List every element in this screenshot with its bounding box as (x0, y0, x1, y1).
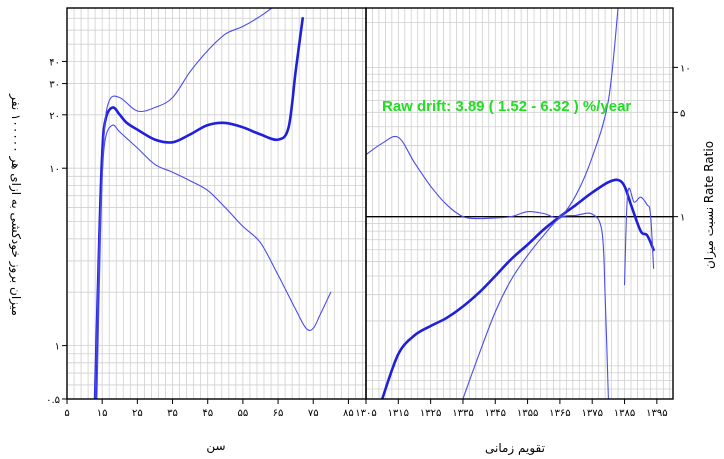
y-tick-label: ۱۰ (49, 164, 60, 175)
left-y-axis-title: میزان بروز خودکشی به ازای هر ۱۰۰۰۰۰ نفر (8, 93, 23, 316)
calendar-recent-ci-line (623, 187, 655, 286)
calendar-estimate-line (380, 178, 655, 399)
x-tick-label: ۷۵ (308, 408, 319, 419)
age-lower-line (94, 124, 332, 399)
x-tick-label: ۱۳۳۵ (452, 408, 473, 419)
x-tick-label: ۱۳۰۵ (355, 408, 376, 419)
x-tick-label: ۴۵ (202, 408, 213, 419)
x-tick-label: ۱۳۱۵ (388, 408, 409, 419)
right-y-axis-title: نسبت میزان Rate Ratio (702, 141, 717, 269)
x-tick-label: ۱۳۸۵ (614, 408, 635, 419)
calendar-lower-line (462, 212, 609, 399)
x-tick-label: ۳۵ (167, 408, 178, 419)
calendar-x-axis-title: تقویم زمانی (485, 441, 545, 456)
series-layer (93, 8, 673, 399)
x-tick-label: ۵ (64, 408, 69, 419)
y-tick-label: ۱۰ (680, 63, 691, 74)
y-tick-label: ۱ (680, 213, 685, 224)
x-tick-label: ۱۵ (97, 408, 108, 419)
age-estimate-line (93, 17, 304, 399)
x-tick-label: ۶۵ (273, 408, 284, 419)
x-tick-label: ۱۳۷۵ (581, 408, 602, 419)
calendar-panel-frame (365, 7, 674, 400)
y-tick-label: ۴۰ (49, 57, 60, 68)
age-upper-line (96, 8, 273, 399)
x-tick-label: ۲۵ (132, 408, 143, 419)
age-panel-frame (66, 7, 367, 400)
y-tick-label: ۱ (55, 342, 60, 353)
age-x-axis-title: سن (206, 439, 225, 454)
x-tick-label: ۱۳۹۵ (646, 408, 667, 419)
y-tick-label: ۵ (680, 108, 685, 119)
y-tick-label: ۳۰ (49, 80, 60, 91)
x-tick-label: ۱۳۶۵ (549, 408, 570, 419)
y-tick-label: ۰.۵ (46, 395, 60, 406)
x-tick-label: ۱۳۴۵ (485, 408, 506, 419)
x-tick-label: ۱۳۵۵ (517, 408, 538, 419)
x-tick-label: ۱۳۲۵ (420, 408, 441, 419)
drift-annotation: Raw drift: 3.89 ( 1.52 - 6.32 ) %/year (382, 98, 631, 115)
y-tick-label: ۲۰ (49, 111, 60, 122)
x-tick-label: ۵۵ (238, 408, 249, 419)
grid-layer (67, 8, 673, 399)
x-tick-label: ۸۵ (343, 408, 354, 419)
calendar-upper-line (366, 8, 619, 220)
